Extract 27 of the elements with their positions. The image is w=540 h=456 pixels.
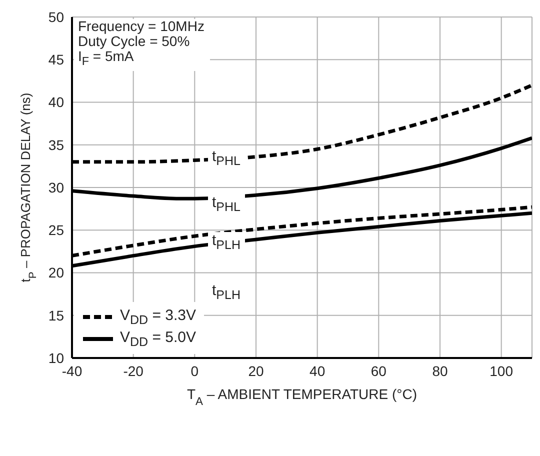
annotation: t$_{PHL}$ xyxy=(212,194,240,214)
y-tick-label: 40 xyxy=(48,94,64,110)
y-tick-label: 45 xyxy=(48,52,64,68)
y-tick-label: 25 xyxy=(48,222,64,238)
x-tick-label: 0 xyxy=(190,362,199,379)
x-tick-label: -40 xyxy=(62,362,82,379)
x-axis-title: T$_{A}$ – AMBIENT TEMPERATURE (°C) xyxy=(186,386,418,408)
legend-label: V$_{DD}$ = 3.3V xyxy=(120,307,196,327)
y-tick-label: 20 xyxy=(48,264,64,281)
annotation: t$_{PLH}$ xyxy=(212,232,240,252)
annotation: Frequency = 10MHz xyxy=(78,18,204,34)
y-tick-label: 50 xyxy=(48,8,64,25)
legend-label: V$_{DD}$ = 5.0V xyxy=(120,329,196,349)
y-tick-label: 15 xyxy=(48,307,64,324)
x-tick-label: 40 xyxy=(310,362,326,379)
x-tick-label: -20 xyxy=(123,362,144,379)
annotation: t$_{PHL}$ xyxy=(212,148,240,168)
y-tick-label: 30 xyxy=(48,179,64,196)
annotation: I$_{F}$ = 5mA xyxy=(78,48,134,68)
y-tick-label: 10 xyxy=(48,350,64,366)
x-tick-label: 60 xyxy=(370,362,387,379)
annotation: t$_{PLH}$ xyxy=(212,282,240,302)
x-tick-label: 80 xyxy=(432,362,448,379)
x-tick-label: 20 xyxy=(248,362,264,379)
annotation: Duty Cycle = 50% xyxy=(78,33,190,49)
y-tick-label: 35 xyxy=(48,136,64,153)
x-tick-label: 100 xyxy=(490,362,514,379)
